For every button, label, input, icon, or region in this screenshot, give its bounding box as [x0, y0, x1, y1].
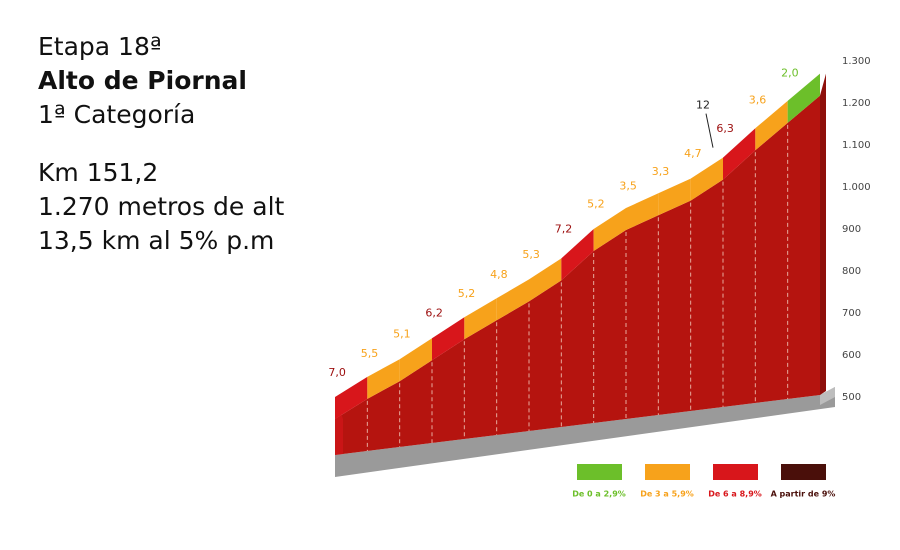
y-tick-label: 1.300: [842, 56, 871, 67]
gradient-label: 4,7: [684, 147, 702, 160]
gradient-band: [529, 258, 562, 302]
legend-swatch: [781, 464, 826, 480]
y-tick-label: 700: [842, 308, 861, 319]
y-tick-label: 600: [842, 350, 861, 361]
y-tick-label: 1.100: [842, 140, 871, 151]
gradient-label: 4,8: [490, 268, 508, 281]
legend-swatch: [645, 464, 690, 480]
gradient-label: 5,5: [361, 347, 379, 360]
gradient-label: 2,0: [781, 66, 799, 79]
legend-label: De 3 a 5,9%: [640, 490, 694, 499]
front-face: [335, 397, 343, 455]
legend-label: De 0 a 2,9%: [572, 490, 626, 499]
gradient-band: [626, 193, 659, 230]
y-tick-label: 900: [842, 224, 861, 235]
gradient-label: 5,3: [522, 248, 540, 261]
gradient-label: 3,5: [619, 180, 637, 193]
gradient-band: [593, 208, 626, 251]
gradient-label: 7,2: [555, 223, 573, 236]
y-tick-label: 500: [842, 392, 861, 403]
gradient-band: [367, 359, 400, 399]
profile-side: [820, 73, 826, 395]
gradient-band: [399, 338, 432, 382]
altitude: 1.270 metros de alt: [38, 192, 285, 221]
y-tick-label: 800: [842, 266, 861, 277]
peak-pointer: [705, 113, 714, 148]
stage: Etapa 18ª: [38, 32, 162, 61]
info-block: Etapa 18ª Alto de Piornal 1ª Categoría K…: [38, 30, 284, 258]
legend-label: De 6 a 8,9%: [708, 490, 762, 499]
gradient-band: [496, 279, 529, 321]
legend-swatch: [577, 464, 622, 480]
gradient-band: [658, 178, 691, 216]
legend-label: A partir de 9%: [771, 490, 836, 499]
profile-body: [335, 95, 820, 455]
gradient-label: 3,6: [749, 94, 767, 107]
peak-gradient: 12: [696, 99, 710, 112]
gradient-label: 3,3: [652, 165, 670, 178]
gradient-band: [432, 317, 465, 361]
category: 1ª Categoría: [38, 100, 196, 129]
km: Km 151,2: [38, 158, 159, 187]
gradient-label: 6,3: [716, 122, 734, 135]
legend-swatch: [713, 464, 758, 480]
gradient-band: [690, 157, 723, 201]
gradient-band: [723, 128, 756, 180]
base-slab: [335, 387, 835, 477]
base-top: [820, 387, 835, 405]
gradient-label: 5,1: [393, 328, 411, 341]
gradient-band: [335, 376, 368, 419]
gradient-band: [561, 229, 594, 281]
length: 13,5 km al 5% p.m: [38, 226, 275, 255]
gradient-label: 6,2: [425, 307, 443, 320]
gradient-label: 7,0: [328, 366, 346, 379]
climb-name: Alto de Piornal: [38, 66, 247, 95]
gradient-band: [787, 73, 820, 123]
gradient-band: [464, 298, 497, 340]
y-tick-label: 1.200: [842, 98, 871, 109]
gradient-label: 5,2: [587, 198, 605, 211]
gradient-band: [755, 100, 788, 151]
gradient-label: 5,2: [458, 287, 476, 300]
y-tick-label: 1.000: [842, 182, 871, 193]
